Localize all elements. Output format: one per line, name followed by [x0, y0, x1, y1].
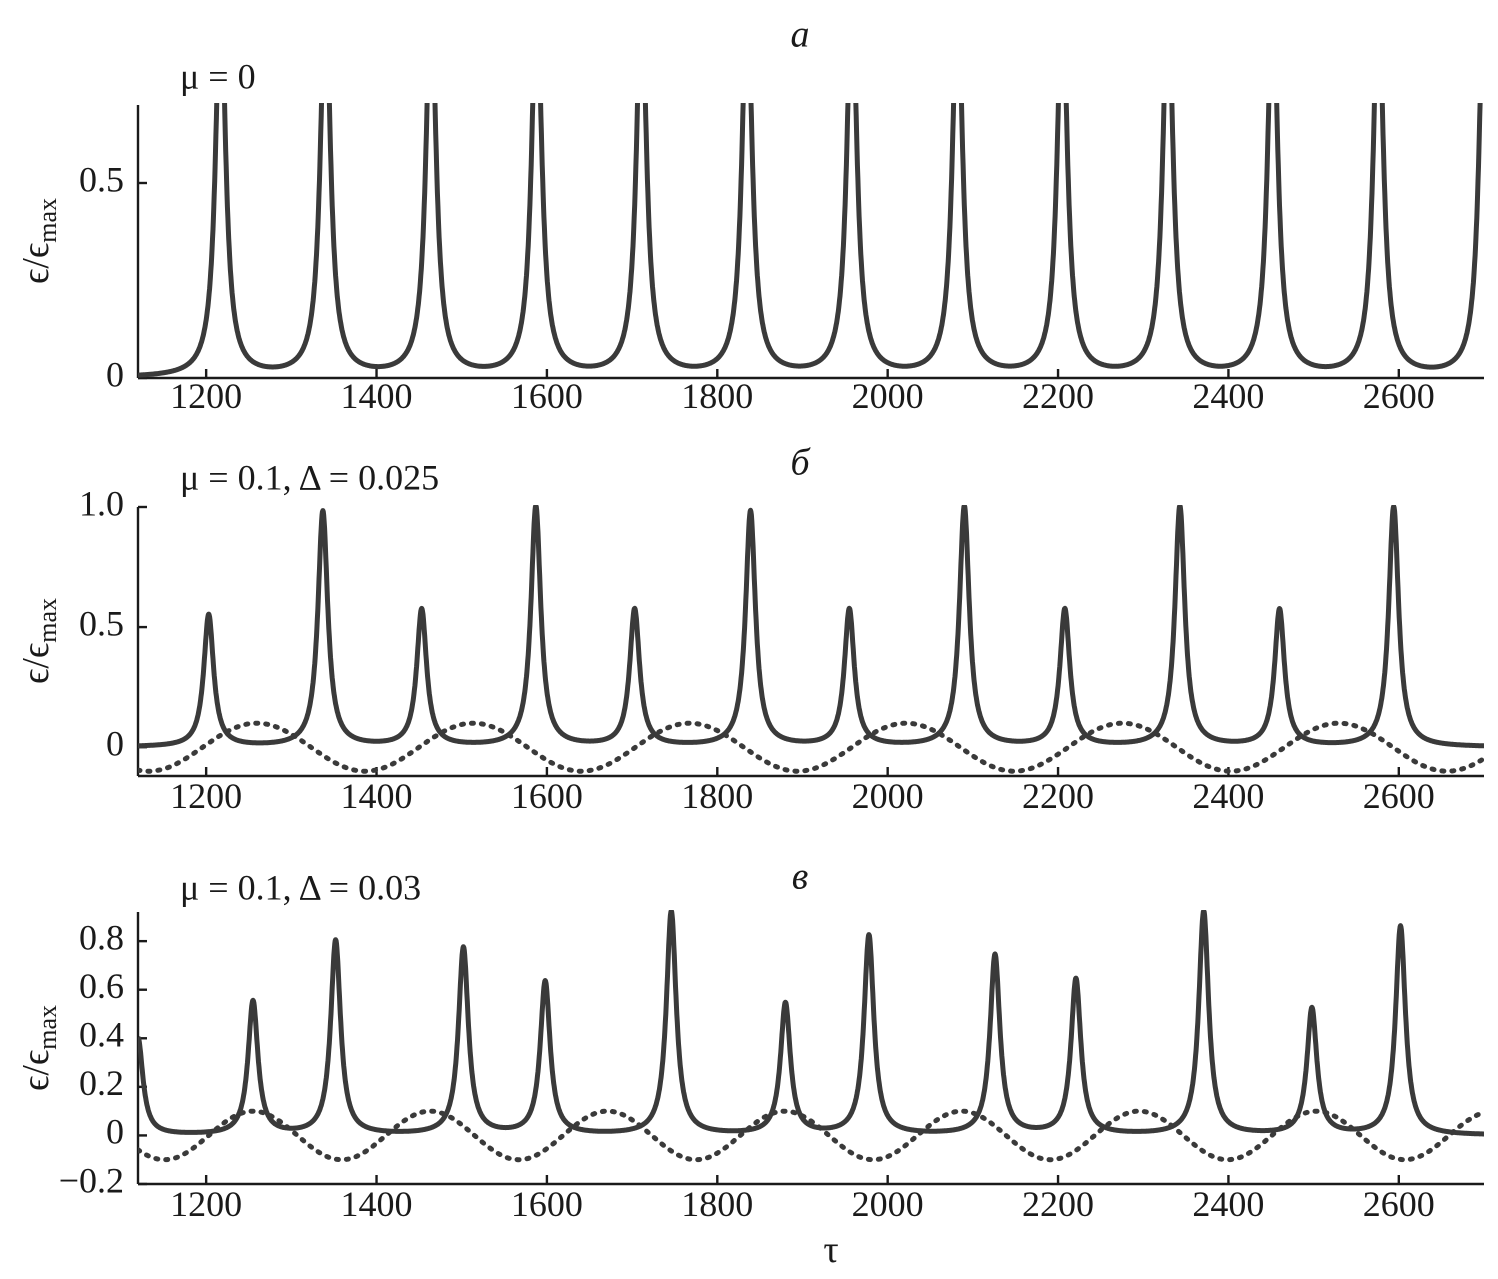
panel-1: а μ = 0 ϵ/ϵmax 1200 1400 1600 1800 2000 2200 2400…	[15, 14, 1484, 416]
x-tick-label: 2400	[1192, 376, 1264, 416]
x-tick-label: 1800	[681, 376, 753, 416]
x-tick-label: 2200	[1022, 776, 1094, 816]
x-tick-label: 1400	[341, 776, 413, 816]
x-tick-label: 2000	[852, 776, 924, 816]
y-tick-label: 0	[106, 354, 124, 394]
series-dotted-line	[138, 720, 1484, 774]
panel-2: б μ = 0.1, Δ = 0.025 ϵ/ϵmax 1200 1400 1600 180…	[15, 442, 1484, 816]
series-solid-line	[138, 505, 1484, 749]
x-tick-label: 1600	[511, 376, 583, 416]
x-tick-label: 1400	[341, 376, 413, 416]
x-tick-label: 1800	[681, 776, 753, 816]
y-tick-label: 0.8	[79, 917, 124, 957]
y-tick-label: 0	[106, 723, 124, 763]
x-tick-label: 1400	[341, 1184, 413, 1224]
x-tick-label: 1200	[170, 376, 242, 416]
x-tick-label: 2400	[1192, 1184, 1264, 1224]
y-tick-label: 0.6	[79, 966, 124, 1006]
x-axis-label: τ	[823, 1229, 838, 1271]
x-tick-label: 1600	[511, 1184, 583, 1224]
x-tick-label: 1600	[511, 776, 583, 816]
x-tick-label: 2600	[1363, 776, 1435, 816]
panel-caption: μ = 0.1, Δ = 0.025	[180, 457, 439, 497]
y-axis-label: ϵ/ϵmax	[15, 198, 62, 284]
y-tick-label: 0.2	[79, 1063, 124, 1103]
y-tick-label: 0.5	[79, 603, 124, 643]
series-solid-line	[138, 103, 1483, 378]
y-tick-label: 0.5	[79, 159, 124, 199]
x-tick-label: 2400	[1192, 776, 1264, 816]
x-tick-label: 1200	[170, 776, 242, 816]
series-solid-line	[138, 910, 1484, 1137]
x-tick-label: 1800	[681, 1184, 753, 1224]
x-tick-label: 2000	[852, 376, 924, 416]
series-dotted-line	[138, 1108, 1484, 1163]
y-tick-label: −0.2	[59, 1160, 124, 1200]
y-tick-label: 1.0	[79, 483, 124, 523]
x-tick-label: 2200	[1022, 1184, 1094, 1224]
panel-letter: в	[792, 856, 809, 898]
y-axis-label: ϵ/ϵmax	[15, 1005, 62, 1091]
x-tick-label: 2600	[1363, 376, 1435, 416]
panel-caption: μ = 0	[180, 56, 256, 96]
panel-letter: а	[791, 14, 810, 56]
x-tick-label: 2200	[1022, 376, 1094, 416]
x-tick-label: 2000	[852, 1184, 924, 1224]
y-axis-label: ϵ/ϵmax	[15, 598, 62, 684]
panel-3: в μ = 0.1, Δ = 0.03 ϵ/ϵmax 1200 1400 1600 1800…	[15, 856, 1484, 1271]
y-tick-label: 0	[106, 1112, 124, 1152]
y-tick-label: 0.4	[79, 1015, 124, 1055]
x-tick-label: 1200	[170, 1184, 242, 1224]
x-tick-label: 2600	[1363, 1184, 1435, 1224]
panel-caption: μ = 0.1, Δ = 0.03	[180, 867, 421, 907]
panel-letter: б	[790, 442, 811, 484]
